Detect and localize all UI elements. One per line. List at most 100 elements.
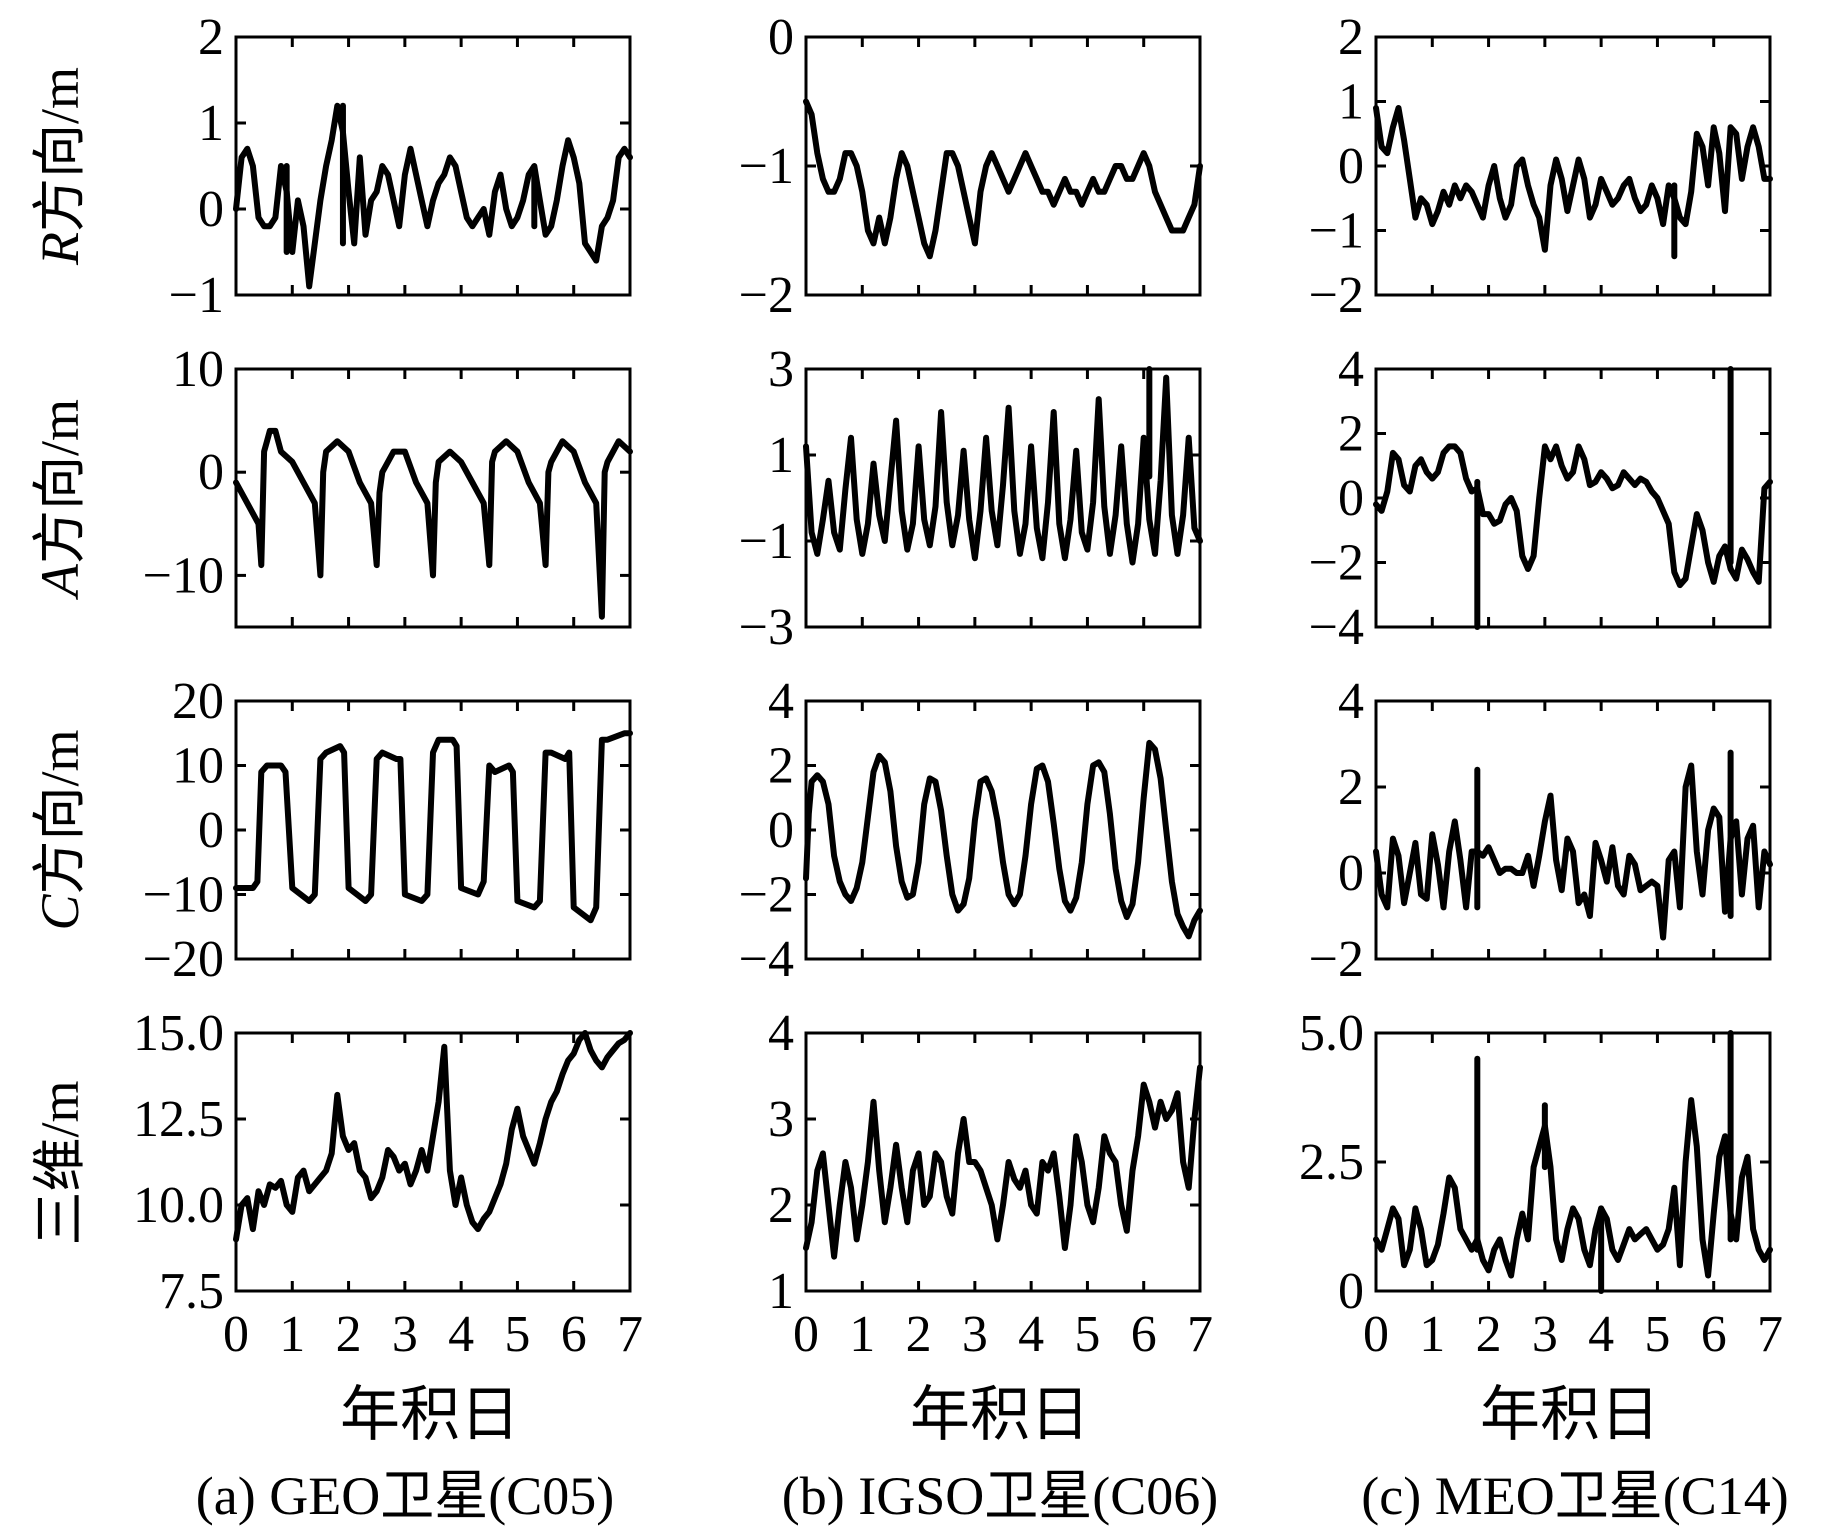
y-tick-label-a-C-1: 10 <box>172 738 224 795</box>
panel-c-R: 2 1 0 −1 −2 <box>1309 9 1773 324</box>
column-labels: 年积日 年积日 年积日 (a) GEO卫星(C05) (b) IGSO卫星(C0… <box>196 1382 1789 1526</box>
x-tick-label-b-3D-3: 3 <box>962 1306 988 1363</box>
y-tick-label-a-3D-3: 7.5 <box>159 1263 224 1320</box>
x-tick-label-b-3D-6: 6 <box>1131 1306 1157 1363</box>
y-tick-label-b-3D-1: 3 <box>768 1091 794 1148</box>
row-labels: R方向/m A方向/m C方向/m 三维/m <box>30 67 90 1246</box>
x-tick-label-b-3D-2: 2 <box>906 1306 932 1363</box>
y-tick-label-b-3D-3: 1 <box>768 1263 794 1320</box>
series-line-c-A <box>1373 443 1773 589</box>
series-line-a-R <box>233 102 633 290</box>
y-tick-label-b-A-0: 3 <box>768 341 794 398</box>
plot-frame-c-C <box>1374 699 1772 961</box>
y-tick-label-a-C-0: 20 <box>172 673 224 730</box>
series-line-c-C <box>1373 762 1773 941</box>
x-tick-label-b-3D-1: 1 <box>849 1306 875 1363</box>
y-tick-label-a-R-1: 1 <box>198 95 224 152</box>
y-tick-label-b-A-2: −1 <box>739 513 794 570</box>
y-tick-label-c-A-1: 2 <box>1338 406 1364 463</box>
y-tick-label-b-C-1: 2 <box>768 738 794 795</box>
series-line-b-R <box>803 98 1203 260</box>
y-tick-label-c-A-4: −4 <box>1309 599 1364 656</box>
y-tick-label-c-A-0: 4 <box>1338 341 1364 398</box>
plot-frame-b-A <box>804 367 1202 629</box>
y-tick-label-c-R-2: 0 <box>1338 138 1364 195</box>
y-tick-label-a-R-0: 2 <box>198 9 224 66</box>
xlabel-col-b: 年积日 <box>910 1382 1090 1448</box>
x-tick-label-a-3D-5: 5 <box>504 1306 530 1363</box>
y-tick-label-b-C-0: 4 <box>768 673 794 730</box>
x-tick-label-a-3D-4: 4 <box>448 1306 474 1363</box>
y-tick-label-c-3D-2: 0 <box>1338 1263 1364 1320</box>
plot-frame-c-A <box>1374 367 1772 629</box>
y-tick-label-c-C-1: 2 <box>1338 759 1364 816</box>
x-tick-label-c-3D-6: 6 <box>1701 1306 1727 1363</box>
plot-frame-a-A <box>234 367 632 629</box>
y-tick-label-c-A-3: −2 <box>1309 535 1364 592</box>
series-line-b-C <box>803 739 1203 940</box>
panel-b-R: 0 −1 −2 <box>739 9 1203 324</box>
caption-col-b: (b) IGSO卫星(C06) <box>782 1466 1218 1526</box>
caption-col-a: (a) GEO卫星(C05) <box>196 1466 614 1526</box>
y-tick-label-a-A-2: −10 <box>143 547 224 604</box>
panel-c-A: 4 2 0 −2 −4 <box>1309 341 1773 656</box>
x-tick-label-c-3D-5: 5 <box>1644 1306 1670 1363</box>
y-tick-label-b-C-3: −2 <box>739 867 794 924</box>
y-tick-label-c-R-4: −2 <box>1309 267 1364 324</box>
y-tick-label-b-A-3: −3 <box>739 599 794 656</box>
x-tick-label-a-3D-6: 6 <box>561 1306 587 1363</box>
row-label-a: A方向/m <box>30 399 90 600</box>
xlabel-col-a: 年积日 <box>340 1382 520 1448</box>
x-tick-label-c-3D-7: 7 <box>1757 1306 1783 1363</box>
y-tick-label-b-R-2: −2 <box>739 267 794 324</box>
y-tick-label-a-3D-0: 15.0 <box>133 1005 224 1062</box>
x-tick-label-c-3D-3: 3 <box>1532 1306 1558 1363</box>
x-tick-label-c-3D-4: 4 <box>1588 1306 1614 1363</box>
panel-a-3D: 15.0 12.5 10.0 7.50 1 2 3 4 5 6 7 <box>133 1005 643 1363</box>
y-tick-label-a-A-1: 0 <box>198 444 224 501</box>
x-tick-label-b-3D-4: 4 <box>1018 1306 1044 1363</box>
panel-c-3D: 5.0 2.5 00 1 2 3 4 5 6 7 <box>1299 1005 1783 1363</box>
panel-c-C: 4 2 0 −2 <box>1309 673 1773 988</box>
x-tick-label-c-3D-2: 2 <box>1476 1306 1502 1363</box>
panels: 210−10−1−2210−1−2100−1031−1−3420−2−42010… <box>133 9 1783 1363</box>
y-tick-label-a-R-3: −1 <box>169 267 224 324</box>
series-line-b-3D <box>803 1064 1203 1260</box>
y-tick-label-c-3D-0: 5.0 <box>1299 1005 1364 1062</box>
panel-a-R: 2 1 0 −1 <box>169 9 633 324</box>
x-tick-label-a-3D-1: 1 <box>279 1306 305 1363</box>
y-tick-label-c-C-3: −2 <box>1309 931 1364 988</box>
y-tick-label-b-C-2: 0 <box>768 802 794 859</box>
panel-b-C: 4 2 0 −2 −4 <box>739 673 1203 988</box>
x-tick-label-a-3D-3: 3 <box>392 1306 418 1363</box>
y-tick-label-a-R-2: 0 <box>198 181 224 238</box>
y-tick-label-a-A-0: 10 <box>172 341 224 398</box>
y-tick-label-c-C-2: 0 <box>1338 845 1364 902</box>
series-line-a-3D <box>233 1030 633 1243</box>
row-label-3d: 三维/m <box>30 1080 90 1245</box>
x-tick-label-a-3D-7: 7 <box>617 1306 643 1363</box>
x-tick-label-a-3D-0: 0 <box>223 1306 249 1363</box>
y-tick-label-b-R-1: −1 <box>739 138 794 195</box>
panel-b-A: 3 1 −1 −3 <box>739 341 1203 656</box>
x-tick-label-b-3D-5: 5 <box>1074 1306 1100 1363</box>
series-line-c-3D <box>1373 1097 1773 1279</box>
caption-col-c: (c) MEO卫星(C14) <box>1361 1466 1788 1526</box>
x-tick-label-b-3D-0: 0 <box>793 1306 819 1363</box>
y-tick-label-b-3D-2: 2 <box>768 1177 794 1234</box>
y-tick-label-a-C-2: 0 <box>198 802 224 859</box>
series-line-a-A <box>233 427 633 620</box>
y-tick-label-b-3D-0: 4 <box>768 1005 794 1062</box>
y-tick-label-a-C-4: −20 <box>143 931 224 988</box>
plot-frame-a-R <box>234 35 632 297</box>
y-tick-label-a-3D-1: 12.5 <box>133 1091 224 1148</box>
xlabel-col-c: 年积日 <box>1480 1382 1660 1448</box>
x-tick-label-a-3D-2: 2 <box>336 1306 362 1363</box>
y-tick-label-c-C-0: 4 <box>1338 673 1364 730</box>
y-tick-label-b-C-4: −4 <box>739 931 794 988</box>
y-tick-label-a-C-3: −10 <box>143 867 224 924</box>
series-line-b-A <box>803 374 1203 566</box>
y-tick-label-c-3D-1: 2.5 <box>1299 1134 1364 1191</box>
row-label-r: R方向/m <box>30 67 90 266</box>
